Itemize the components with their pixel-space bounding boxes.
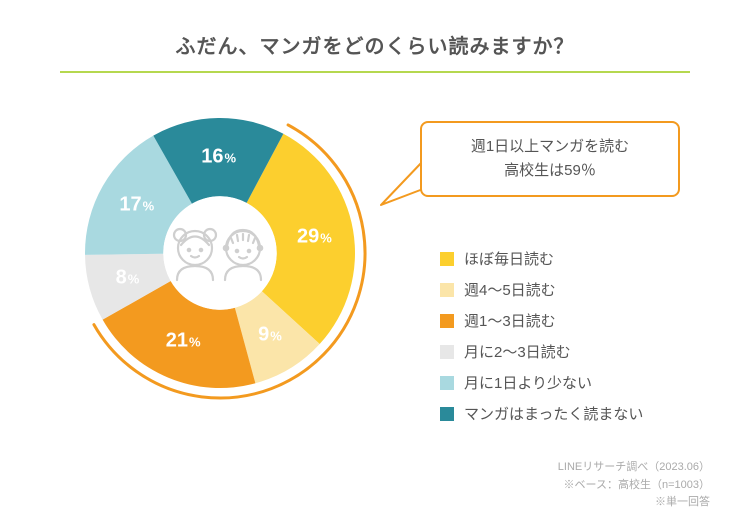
slice-label: 21% (166, 330, 201, 353)
slice-label: 29% (297, 225, 332, 248)
callout-line2: 高校生は59％ (436, 159, 664, 183)
legend-item: ほぼ毎日読む (440, 248, 643, 269)
footer-line2: ※ベース：高校生（n=1003） (558, 477, 710, 495)
legend-swatch (440, 252, 454, 266)
center-people-icon (165, 218, 275, 288)
legend-item: 週1～3日読む (440, 310, 643, 331)
title-underline (60, 71, 690, 73)
legend-label: ほぼ毎日読む (464, 248, 554, 269)
slice-label: 16% (201, 146, 236, 169)
chart-area: 29% 9% 21% 8% 17% 16% (40, 93, 710, 473)
slice-label: 8% (116, 267, 140, 290)
legend-label: マンガはまったく読まない (464, 403, 643, 424)
legend-swatch (440, 283, 454, 297)
slice-label: 17% (119, 194, 154, 217)
donut-chart: 29% 9% 21% 8% 17% 16% (70, 103, 370, 403)
legend-item: 週4～5日読む (440, 279, 643, 300)
legend-item: 月に1日より少ない (440, 372, 643, 393)
chart-title: ふだん、マンガをどのくらい読みますか？ (40, 30, 710, 71)
legend-swatch (440, 407, 454, 421)
legend-label: 月に2～3日読む (464, 341, 571, 362)
legend: ほぼ毎日読む週4～5日読む週1～3日読む月に2～3日読む月に1日より少ないマンガ… (440, 248, 643, 434)
legend-swatch (440, 314, 454, 328)
legend-label: 週4～5日読む (464, 279, 556, 300)
callout-box: 週1日以上マンガを読む 高校生は59％ (420, 121, 680, 197)
footer-line1: LINEリサーチ調べ（2023.06） (558, 459, 710, 477)
legend-label: 週1～3日読む (464, 310, 556, 331)
callout-line1: 週1日以上マンガを読む (436, 135, 664, 159)
legend-swatch (440, 345, 454, 359)
footer-line3: ※単一回答 (558, 494, 710, 512)
legend-item: 月に2～3日読む (440, 341, 643, 362)
footer-credits: LINEリサーチ調べ（2023.06） ※ベース：高校生（n=1003） ※単一… (558, 459, 710, 512)
slice-label: 9% (258, 323, 282, 346)
legend-label: 月に1日より少ない (464, 372, 592, 393)
legend-swatch (440, 376, 454, 390)
legend-item: マンガはまったく読まない (440, 403, 643, 424)
